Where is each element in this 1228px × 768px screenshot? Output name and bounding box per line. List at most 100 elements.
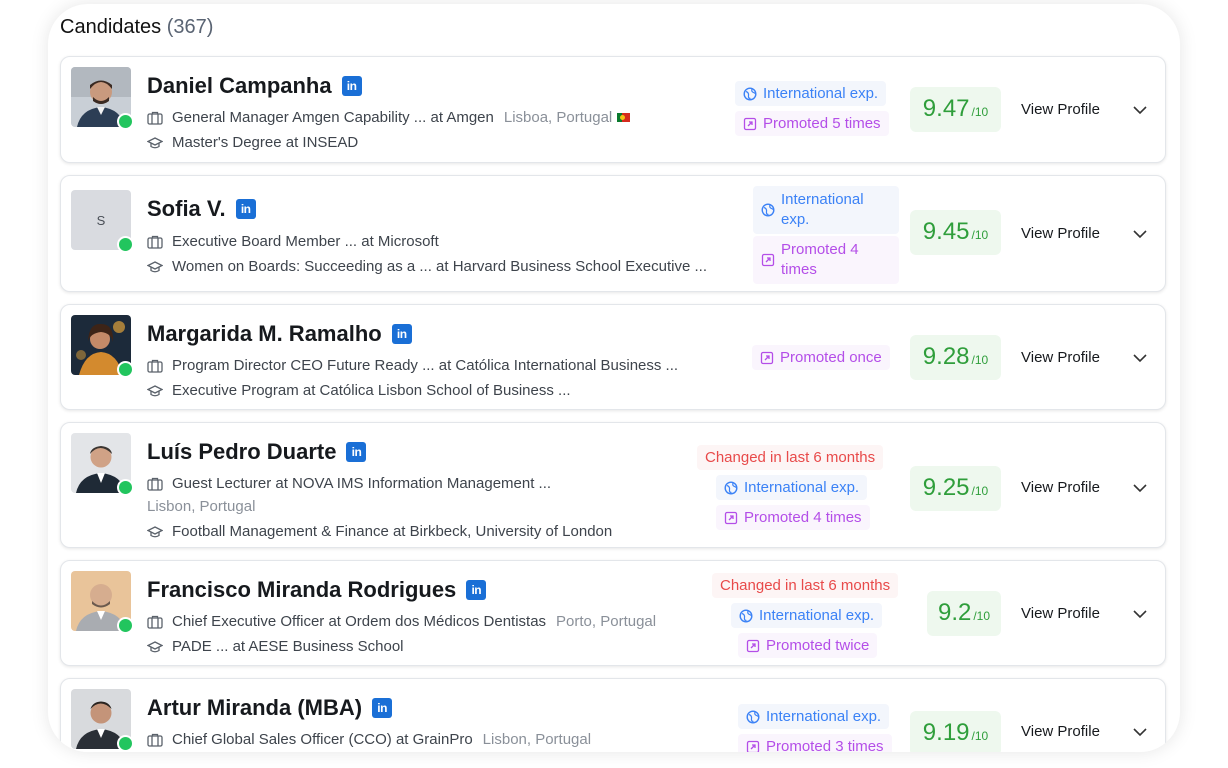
candidate-card[interactable]: Margarida M. Ramalho in Program Director… [60,304,1166,410]
globe-icon [743,86,757,101]
tag-label: International exp. [759,607,875,624]
linkedin-icon[interactable]: in [235,199,256,219]
score-badge: 9.45 /10 [910,210,1001,255]
candidate-name[interactable]: Francisco Miranda Rodrigues in [147,577,487,603]
tag-label: International exp. [744,479,860,496]
education: Master's Degree at INSEAD [172,134,359,151]
candidate-name-text[interactable]: Sofia V. [147,196,226,221]
globe-icon [724,480,738,495]
briefcase-icon [147,359,163,373]
tag-label-line1: Promoted 4 [781,241,859,258]
job-title: Chief Executive Officer at Ordem dos Méd… [172,613,547,630]
score-badge: 9.19 /10 [910,711,1001,752]
promoted-tag: Promoted twice [738,633,878,658]
tag-label: International exp. [781,190,864,230]
chevron-down-icon[interactable] [1133,483,1147,493]
job-line: Program Director CEO Future Ready ... at… [147,357,678,374]
chevron-down-icon[interactable] [1133,229,1147,239]
view-profile-button[interactable]: View Profile [1021,479,1100,496]
score-value: 9.28 [922,343,970,370]
candidate-card[interactable]: Francisco Miranda Rodrigues in Chief Exe… [60,560,1166,666]
linkedin-icon[interactable]: in [391,324,412,344]
score-denominator: /10 [971,105,989,119]
location: Lisbon, Portugal [482,731,592,748]
tag-label: Promoted 4 times [781,240,859,280]
candidate-name[interactable]: Artur Miranda (MBA) in [147,695,393,721]
chevron-down-icon[interactable] [1133,353,1147,363]
score-value: 9.45 [922,218,970,245]
location: Porto, Portugal [556,613,657,630]
candidate-name[interactable]: Luís Pedro Duarte in [147,439,367,465]
job-title: Program Director CEO Future Ready ... at… [172,357,679,374]
linkedin-icon[interactable]: in [341,76,362,96]
education: Executive Program at Católica Lisbon Sch… [172,382,571,399]
view-profile-button[interactable]: View Profile [1021,101,1100,118]
avatar[interactable] [71,67,131,127]
online-status-dot [117,236,134,253]
education: Football Management & Finance at Birkbec… [172,523,613,540]
graduation-cap-icon [147,136,163,150]
international-exp-tag: International exp. [753,186,899,234]
international-exp-tag: International exp. [735,81,887,106]
tag-label: International exp. [766,708,882,725]
score-denominator: /10 [971,228,989,242]
linkedin-icon[interactable]: in [372,698,393,718]
avatar[interactable]: S [71,190,131,250]
chevron-down-icon[interactable] [1133,727,1147,737]
candidate-card[interactable]: S Sofia V. in Executive Board Member ...… [60,175,1166,292]
graduation-cap-icon [147,384,163,398]
score-denominator: /10 [971,353,989,367]
candidate-name-text[interactable]: Daniel Campanha [147,73,332,98]
view-profile-button[interactable]: View Profile [1021,723,1100,740]
score-badge: 9.28 /10 [910,335,1001,380]
promoted-tag: Promoted 4 times [716,505,870,530]
tag-label: Promoted 5 times [763,115,881,132]
tag-label: Promoted once [780,349,882,366]
location: Lisbon, Portugal [147,498,256,515]
candidate-name-text[interactable]: Artur Miranda (MBA) [147,695,363,720]
candidate-name[interactable]: Daniel Campanha in [147,73,362,99]
view-profile-button[interactable]: View Profile [1021,349,1100,366]
tag-label: Promoted 3 times [766,738,884,752]
score-denominator: /10 [973,609,991,623]
candidate-name[interactable]: Margarida M. Ramalho in [147,321,412,347]
location: Lisboa, Portugal [503,109,613,126]
chevron-down-icon[interactable] [1133,609,1147,619]
score-badge: 9.25 /10 [910,466,1001,511]
candidate-name-text[interactable]: Francisco Miranda Rodrigues [147,577,457,602]
arrow-up-right-icon [724,511,738,525]
score-value: 9.19 [922,719,970,746]
linkedin-icon[interactable]: in [346,442,367,462]
tag-label: Promoted 4 times [744,509,862,526]
candidate-card[interactable]: Daniel Campanha in General Manager Amgen… [60,56,1166,163]
job-line: Guest Lecturer at NOVA IMS Information M… [147,475,551,492]
tag-label-line2: exp. [781,211,810,228]
job-line: Chief Executive Officer at Ordem dos Méd… [147,613,656,630]
graduation-cap-icon [147,640,163,654]
candidate-card[interactable]: Luís Pedro Duarte in Guest Lecturer at N… [60,422,1166,548]
chevron-down-icon[interactable] [1133,105,1147,115]
education-line: Football Management & Finance at Birkbec… [147,523,612,540]
candidate-name-text[interactable]: Luís Pedro Duarte [147,439,337,464]
promoted-tag: Promoted 3 times [738,734,892,752]
location-line: Lisbon, Portugal [147,498,255,515]
score-denominator: /10 [971,484,989,498]
candidate-card[interactable]: Artur Miranda (MBA) in Chief Global Sale… [60,678,1166,752]
arrow-up-right-icon [743,117,757,131]
online-status-dot [117,113,134,130]
view-profile-button[interactable]: View Profile [1021,225,1100,242]
online-status-dot [117,479,134,496]
briefcase-icon [147,615,163,629]
education-line: PADE ... at AESE Business School [147,638,404,655]
candidates-panel: Candidates (367) Daniel Campanha in Gene… [48,4,1180,752]
briefcase-icon [147,733,163,747]
job-title: Guest Lecturer at NOVA IMS Information M… [172,475,552,492]
linkedin-icon[interactable]: in [466,580,487,600]
view-profile-button[interactable]: View Profile [1021,605,1100,622]
score-value: 9.25 [922,474,970,501]
page-title: Candidates (367) [60,16,213,39]
candidate-name[interactable]: Sofia V. in [147,196,256,222]
candidate-name-text[interactable]: Margarida M. Ramalho [147,321,382,346]
arrow-up-right-icon [746,740,760,752]
candidate-count: (367) [166,16,214,38]
